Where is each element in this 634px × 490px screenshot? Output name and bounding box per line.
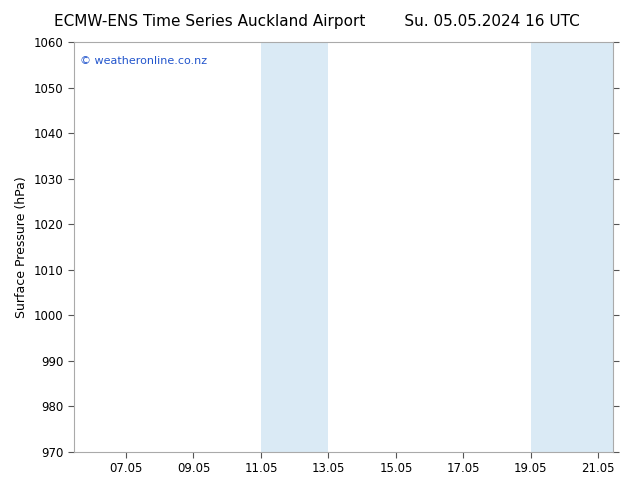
Text: © weatheronline.co.nz: © weatheronline.co.nz — [80, 56, 207, 66]
Bar — [531, 42, 614, 452]
Title: ECMW-ENS Time Series Auckland Airport     Su. 05.05.2024 16 UTC: ECMW-ENS Time Series Auckland Airport Su… — [0, 489, 1, 490]
Bar — [261, 42, 328, 452]
Y-axis label: Surface Pressure (hPa): Surface Pressure (hPa) — [15, 176, 28, 318]
Text: ECMW-ENS Time Series Auckland Airport        Su. 05.05.2024 16 UTC: ECMW-ENS Time Series Auckland Airport Su… — [54, 14, 580, 29]
